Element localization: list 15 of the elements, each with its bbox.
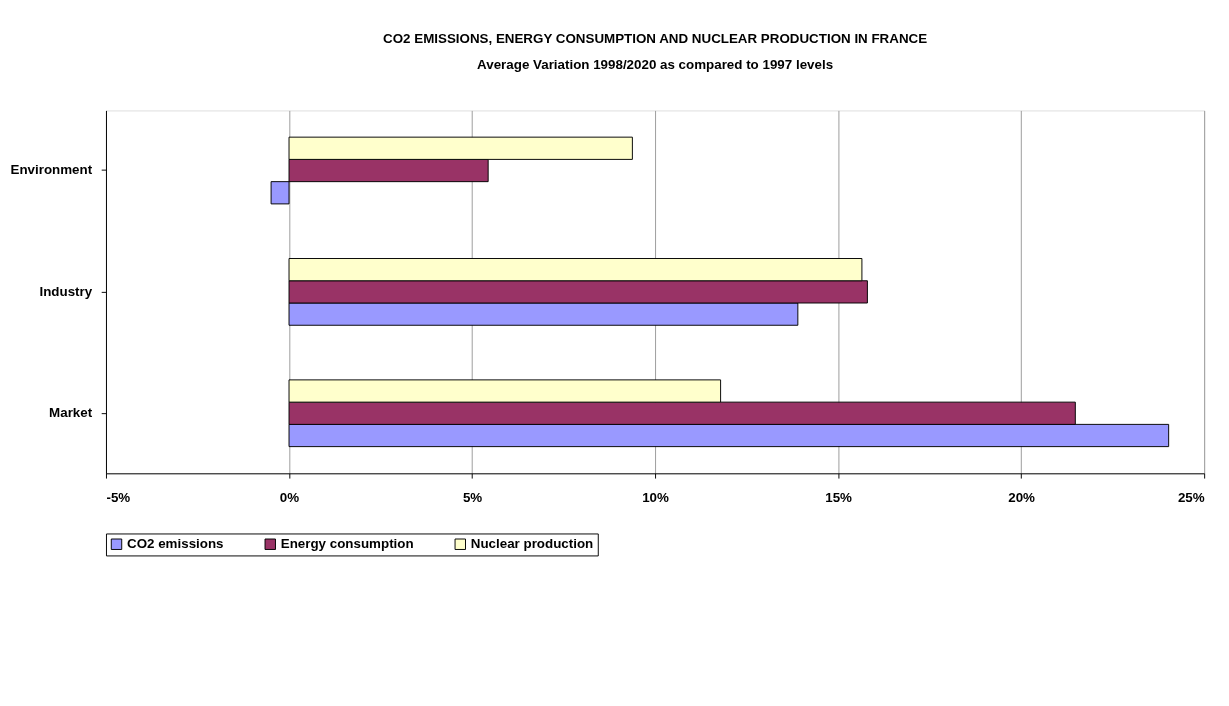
legend-label: Nuclear production bbox=[470, 536, 594, 552]
chart-subtitle: Average Variation 1998/2020 as compared to 1997 levels bbox=[477, 57, 834, 73]
x-tick-label: 10% bbox=[642, 490, 670, 506]
x-tick-label: 20% bbox=[1008, 490, 1036, 506]
x-tick-label: 5% bbox=[462, 490, 483, 506]
legend-label: CO2 emissions bbox=[127, 536, 224, 552]
y-tick-label: Industry bbox=[39, 283, 93, 299]
x-tick-label: 25% bbox=[1177, 490, 1205, 506]
x-tick-label: 0% bbox=[279, 490, 300, 506]
chart-title: CO2 EMISSIONS, ENERGY CONSUMPTION AND NUCLEAR PRODUCTION IN FRANCE bbox=[383, 30, 928, 46]
y-tick-label: Market bbox=[49, 405, 93, 421]
y-tick-label: Environment bbox=[10, 162, 93, 178]
x-tick-label: -5% bbox=[106, 490, 131, 506]
legend-label: Energy consumption bbox=[280, 536, 414, 552]
x-tick-label: 15% bbox=[825, 490, 853, 506]
